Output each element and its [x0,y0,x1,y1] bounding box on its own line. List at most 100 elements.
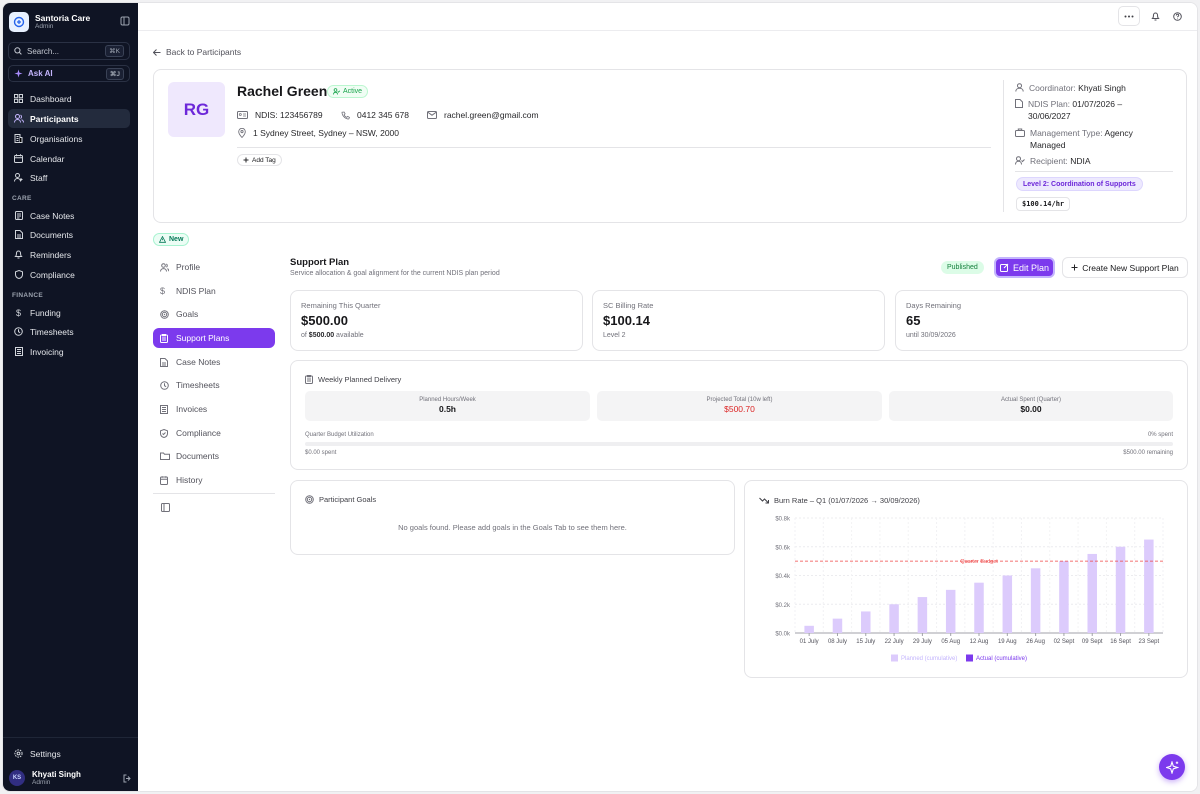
sidebar-item-timesheets[interactable]: Timesheets [8,322,130,341]
recipient-value: NDIA [1070,156,1091,166]
add-tag-button[interactable]: Add Tag [237,154,282,166]
management-type-label: Management Type: [1030,128,1103,138]
support-plan-subtitle: Service allocation & goal alignment for … [290,270,500,277]
chart-title: Burn Rate – Q1 (01/07/2026 → 30/09/2026) [774,496,920,505]
avatar: KS [9,770,25,786]
utilization-percent: 0% spent [1147,432,1173,438]
phone-number[interactable]: 0412 345 678 [341,110,409,120]
sidebar-item-label: Reminders [30,249,72,260]
ask-ai-button[interactable]: Ask AI ⌘J [8,65,130,82]
days-remaining-card: Days Remaining 65 until 30/09/2026 [895,290,1188,351]
tab-invoices[interactable]: Invoices [153,399,275,419]
ndis-plan-label: NDIS Plan: [1028,99,1071,109]
stat-sub: of $500.00 available [301,332,364,339]
ndis-plan-end: 30/06/2027 [1028,111,1071,121]
sidebar-item-reminders[interactable]: Reminders [8,245,130,264]
add-tag-label: Add Tag [252,156,276,164]
sidebar-item-documents[interactable]: Documents [8,225,130,244]
sidebar: Santoria Care Admin Search... ⌘K Ask AI … [3,3,138,791]
plus-icon [243,157,249,163]
tab-ndis-plan[interactable]: $ NDIS Plan [153,281,275,301]
stat-sub-prefix: of [301,332,309,339]
sidebar-item-label: Organisations [30,133,83,144]
sidebar-item-compliance[interactable]: Compliance [8,265,130,284]
tab-label: Compliance [176,428,221,438]
burn-rate-card: Burn Rate – Q1 (01/07/2026 → 30/09/2026)… [744,480,1188,678]
header-vertical-divider [1003,80,1004,212]
actual-spent-tile: Actual Spent (Quarter) $0.00 [889,391,1173,421]
care-section-label: CARE [12,195,32,202]
history-icon [160,475,171,485]
management-type-value-2: Managed [1030,140,1066,150]
email-address[interactable]: rachel.green@gmail.com [427,110,539,120]
tab-case-notes[interactable]: Case Notes [153,352,275,372]
sparkle-icon [1165,760,1179,774]
tab-history[interactable]: History [153,470,275,490]
y-tick-label: $0.6k [775,545,791,551]
new-badge-label: New [169,236,184,243]
management-type-value-1: Agency [1104,128,1133,138]
edit-plan-button[interactable]: Edit Plan [994,257,1055,278]
ai-assistant-button[interactable] [1159,754,1185,780]
logout-icon[interactable] [123,774,132,783]
help-icon [1172,11,1182,21]
calendar-icon [13,153,24,164]
recipient-label: Recipient: [1030,156,1068,166]
planned-bar [1059,561,1069,633]
burn-rate-chart: $0.0k $0.2k $0.4k $0.6k $0.8k 01 July 08 July 1… [775,517,1164,662]
ndis-plan-start: 01/07/2026 – [1072,99,1123,109]
current-user[interactable]: KS Khyati Singh Admin [9,767,132,789]
sidebar-item-invoicing[interactable]: Invoicing [8,342,130,361]
x-tick-label: 29 July [913,639,932,645]
tab-label: Case Notes [176,357,221,367]
phone-label: 0412 345 678 [357,110,409,120]
sidebar-item-calendar[interactable]: Calendar [8,149,130,168]
tab-documents[interactable]: Documents [153,446,275,466]
brand[interactable]: Santoria Care Admin [9,9,132,35]
address: 1 Sydney Street, Sydney – NSW, 2000 [238,128,399,138]
tab-timesheets[interactable]: Timesheets [153,375,275,395]
tab-goals[interactable]: Goals [153,304,275,324]
published-badge: Published [941,261,984,274]
warning-icon [159,236,166,243]
sidebar-item-settings[interactable]: Settings [8,744,130,763]
planned-bar [1115,546,1126,633]
participant-header-card: RG Rachel Green Active NDIS: 123456789 0… [153,69,1187,223]
sidebar-item-organisations[interactable]: Organisations [8,129,130,148]
legend-label-actual: Actual (cumulative) [976,656,1027,662]
back-to-participants-link[interactable]: Back to Participants [153,47,241,57]
spent-label: $0.00 spent [305,450,337,456]
legend-label-planned: Planned (cumulative) [901,656,957,662]
weekly-delivery-card: Weekly Planned Delivery Planned Hours/We… [290,360,1188,470]
shield-icon [160,428,171,438]
sidebar-collapse-icon[interactable] [120,16,130,26]
sidebar-item-dashboard[interactable]: Dashboard [8,89,130,108]
sidebar-item-funding[interactable]: $ Funding [8,303,130,322]
utilization-progress-bar [305,442,1173,446]
help-button[interactable] [1166,6,1188,26]
support-level-badge: Level 2: Coordination of Supports [1016,177,1143,191]
tab-support-plans[interactable]: Support Plans [153,328,275,348]
search-input[interactable]: Search... ⌘K [8,42,130,60]
sidebar-item-case-notes[interactable]: Case Notes [8,206,130,225]
ndis-plan-info: NDIS Plan: 01/07/2026 –30/06/2027 [1015,98,1122,122]
mini-value: $500.70 [724,404,755,414]
user-icon [1015,82,1024,94]
more-options-button[interactable] [1118,6,1140,26]
main-content: Back to Participants RG Rachel Green Act… [138,3,1197,791]
edit-icon [999,263,1009,272]
panel-toggle-icon[interactable] [161,503,170,512]
x-tick-label: 16 Sept [1110,639,1131,645]
arrow-left-icon [153,48,161,56]
create-support-plan-button[interactable]: Create New Support Plan [1062,257,1188,278]
remaining-quarter-card: Remaining This Quarter $500.00 of $500.0… [290,290,583,351]
tab-profile[interactable]: Profile [153,257,275,277]
sidebar-item-participants[interactable]: Participants [8,109,130,128]
clipboard-icon [160,333,171,343]
legend-swatch-planned [891,654,898,662]
sidebar-item-staff[interactable]: Staff [8,168,130,187]
mini-label: Planned Hours/Week [419,397,476,403]
notifications-button[interactable] [1144,6,1166,26]
tab-compliance[interactable]: Compliance [153,423,275,443]
x-tick-label: 08 July [828,639,847,645]
